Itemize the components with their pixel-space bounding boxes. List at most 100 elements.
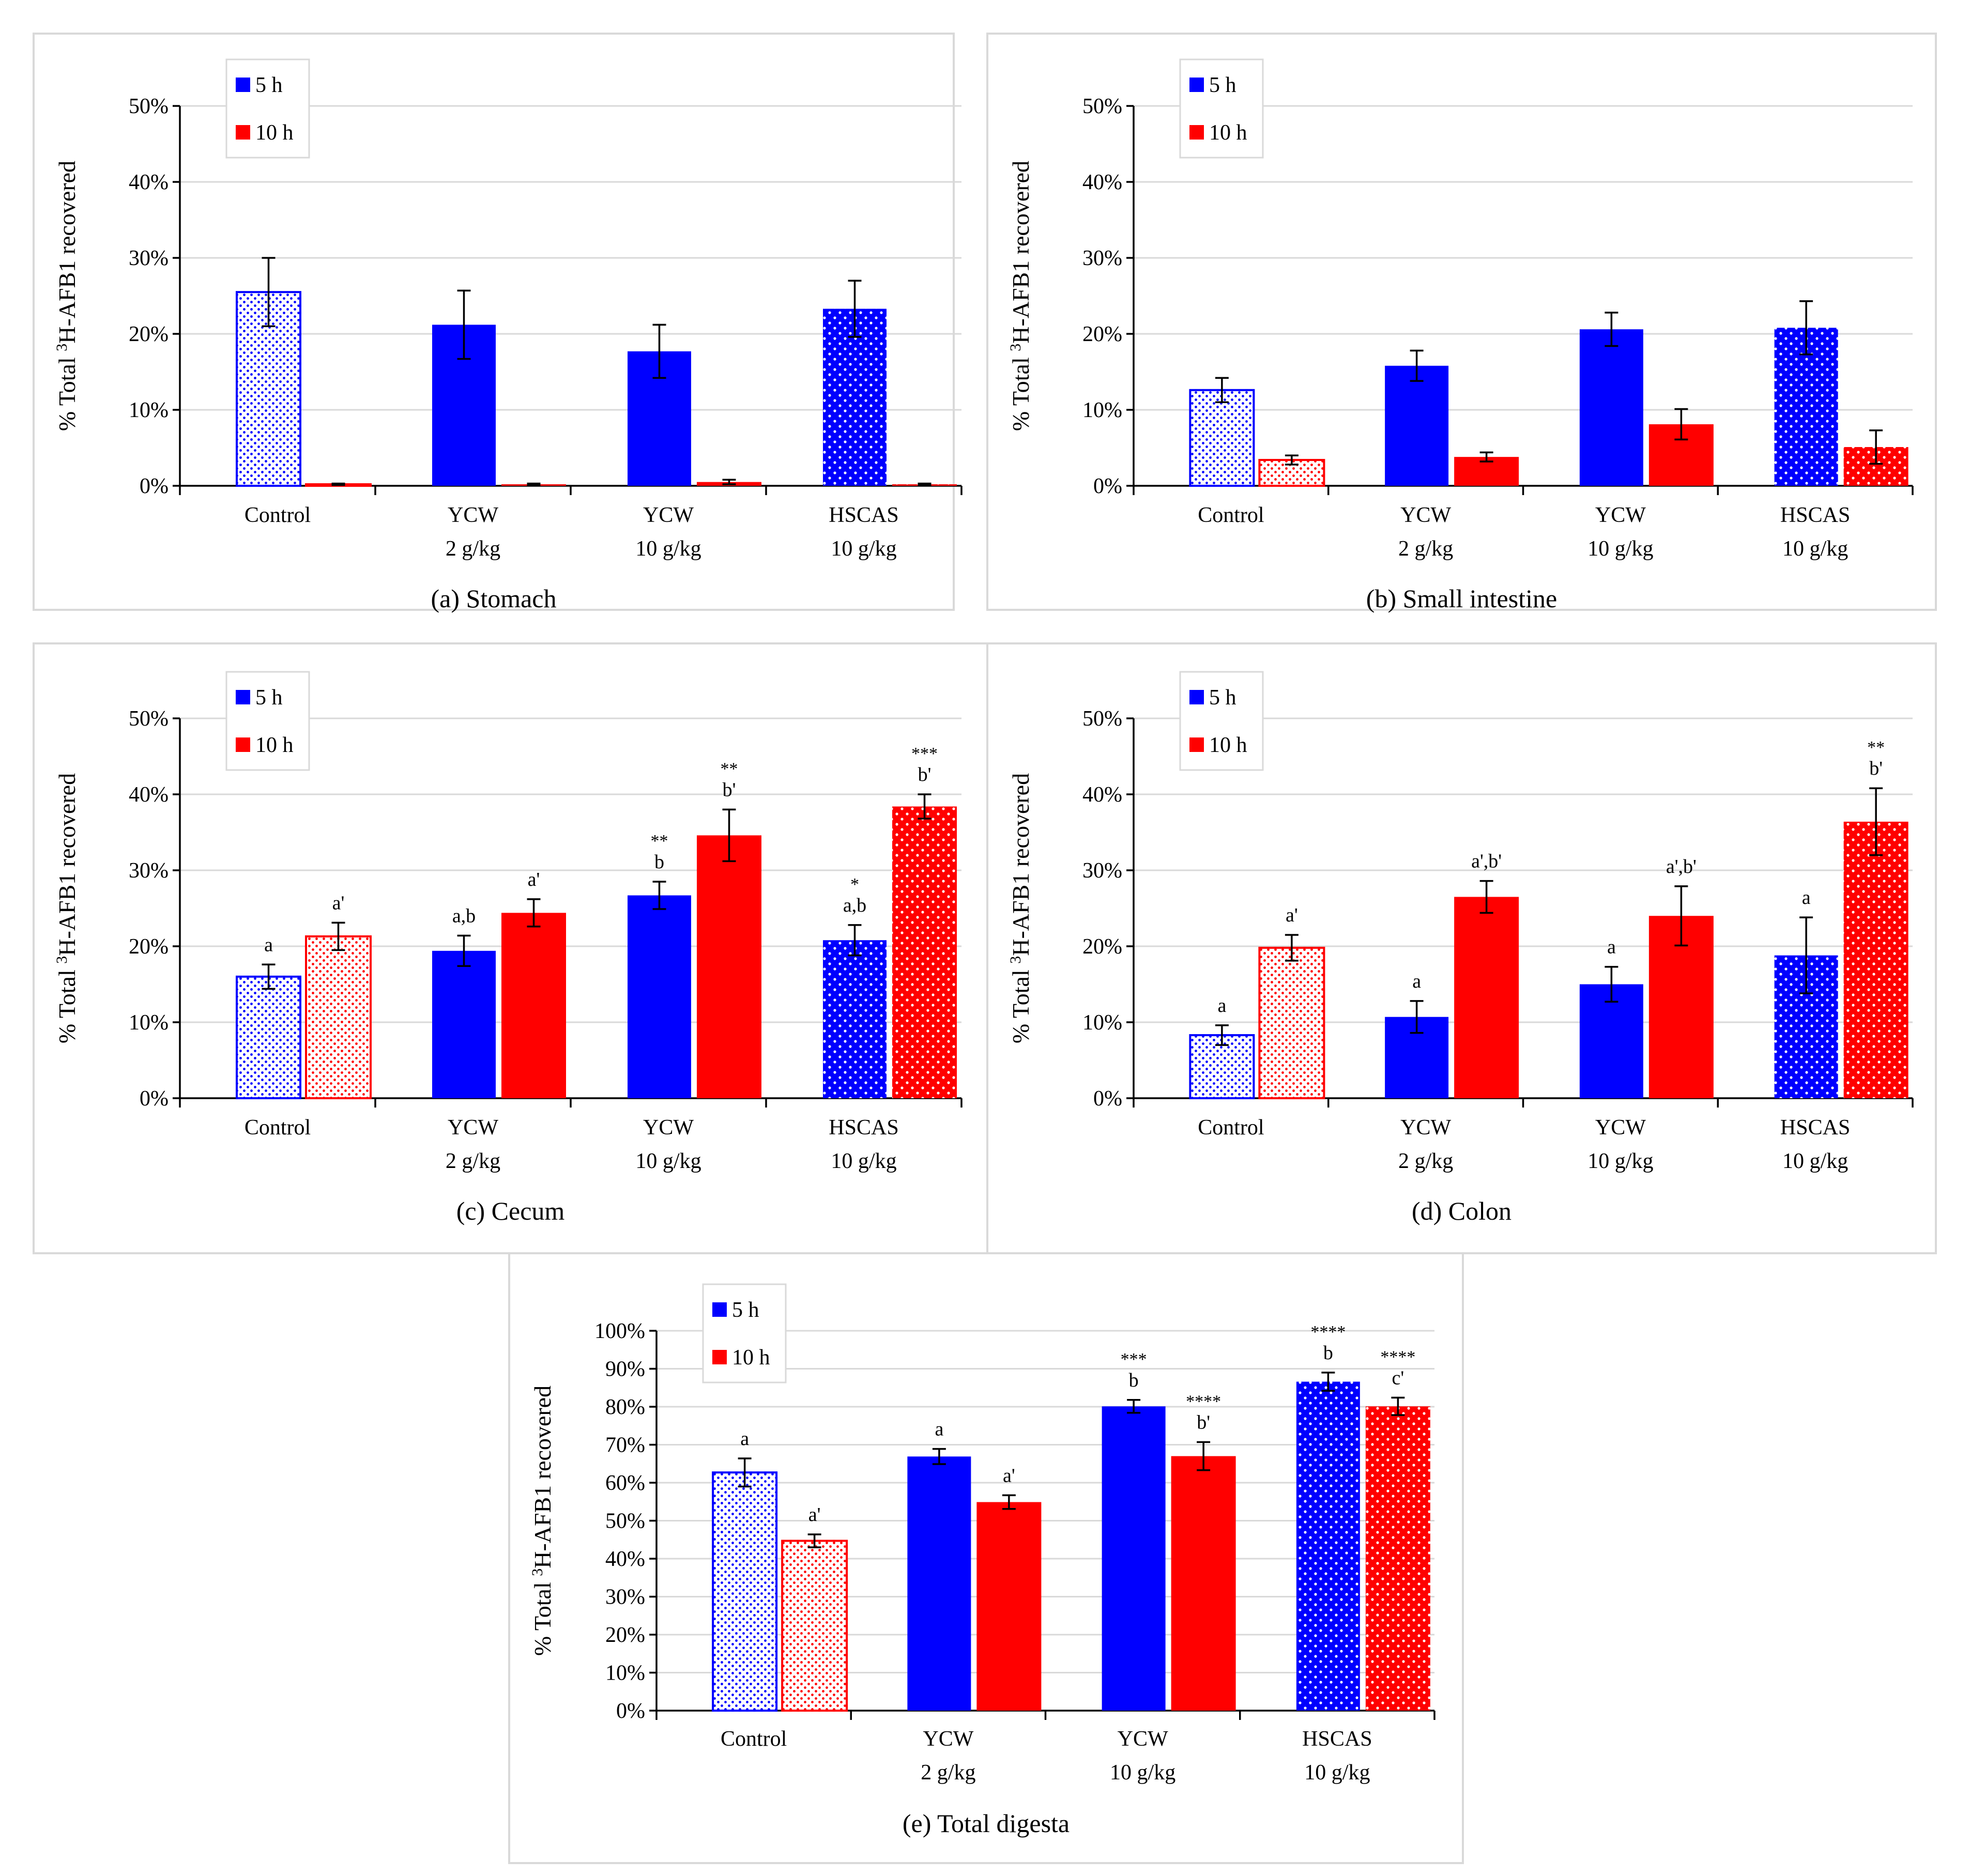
y-tick-label: 50% (129, 95, 169, 118)
y-tick-label: 70% (605, 1434, 645, 1457)
y-tick-label: 0% (616, 1699, 645, 1723)
category-label: 2 g/kg (446, 537, 500, 561)
significance-letter: a,b (452, 905, 476, 927)
y-tick-label: 40% (129, 171, 169, 194)
chart-panel-3: 0% 10% 20% 30% 40% 50% % Total 3H-AFB1 recover… (33, 642, 988, 1254)
significance-stars: * (850, 875, 859, 894)
bar-5h (1579, 984, 1643, 1098)
category-label: YCW (923, 1727, 973, 1751)
category-label: HSCAS (829, 503, 898, 527)
legend-label-5h: 5 h (732, 1298, 759, 1322)
legend-swatch-10h (712, 1350, 727, 1364)
panel-caption: (e) Total digesta (903, 1809, 1070, 1838)
legend-swatch-5h (236, 690, 250, 704)
category-label: YCW (643, 1116, 694, 1140)
y-tick-label: 30% (129, 247, 169, 270)
bar-5h (1189, 389, 1255, 487)
y-tick-label: 20% (129, 935, 169, 959)
y-tick-label: 50% (605, 1510, 645, 1533)
y-axis-label: % Total 3H-AFB1 recovered (1007, 773, 1034, 1043)
legend-swatch-5h (712, 1302, 727, 1317)
bar-10h (1843, 821, 1908, 1098)
y-tick-label: 30% (605, 1586, 645, 1609)
significance-letter: a (264, 934, 273, 956)
category-label: YCW (1595, 503, 1646, 527)
significance-letter: a (935, 1419, 943, 1440)
significance-letter: b (1323, 1342, 1333, 1364)
legend-swatch-10h (236, 125, 250, 140)
category-label: 10 g/kg (1587, 1149, 1653, 1173)
y-tick-label: 10% (1082, 398, 1122, 422)
significance-letter: a' (1286, 904, 1298, 926)
chart-panel-2: 0% 10% 20% 30% 40% 50% % Total 3H-AFB1 recover… (986, 33, 1937, 613)
y-tick-label: 40% (1082, 171, 1122, 194)
y-axis-label: % Total 3H-AFB1 recovered (1007, 161, 1034, 431)
significance-letter: a (1412, 971, 1421, 992)
y-tick-label: 0% (1093, 474, 1122, 498)
category-label: YCW (1400, 503, 1451, 527)
legend-box (702, 1283, 787, 1383)
legend-label-10h: 10 h (1209, 733, 1247, 757)
significance-stars: **** (1310, 1323, 1346, 1342)
y-tick-label: 10% (129, 398, 169, 422)
significance-stars: ** (1867, 738, 1885, 757)
bar-5h (628, 895, 691, 1098)
category-label: Control (245, 503, 311, 527)
panel-frame (33, 33, 955, 611)
y-tick-label: 10% (1082, 1011, 1122, 1035)
significance-letter: a' (1003, 1465, 1015, 1486)
panel-frame (986, 33, 1937, 611)
category-label: HSCAS (1780, 503, 1850, 527)
category-label: Control (1198, 1116, 1264, 1140)
panel-caption: (d) Colon (1412, 1196, 1511, 1225)
y-tick-label: 50% (1082, 707, 1122, 731)
category-label: 2 g/kg (446, 1149, 500, 1173)
significance-letter: b (654, 851, 664, 873)
legend-swatch-5h (1189, 78, 1204, 92)
legend-box (1179, 58, 1264, 159)
category-label: 10 g/kg (1304, 1761, 1370, 1785)
bar-10h (305, 935, 372, 1099)
category-label: 10 g/kg (831, 1149, 896, 1173)
significance-letter: b' (918, 764, 931, 786)
significance-letter: a',b' (1666, 856, 1697, 878)
chart-panel-1: 0% 10% 20% 30% 40% 50% % Total 3H-AFB1 recover… (33, 33, 963, 613)
significance-stars: *** (911, 744, 938, 763)
category-label: 10 g/kg (1587, 537, 1653, 561)
significance-stars: **** (1186, 1392, 1221, 1411)
significance-letter: a,b (843, 895, 866, 916)
legend-label-10h: 10 h (1209, 121, 1247, 145)
bar-5h (823, 309, 887, 486)
category-label: YCW (1118, 1727, 1168, 1751)
legend-label-5h: 5 h (1209, 686, 1236, 710)
chart-panel-4: 0% 10% 20% 30% 40% 50% % Total 3H-AFB1 recover… (986, 642, 1937, 1254)
category-label: Control (1198, 503, 1264, 527)
bar-5h (1385, 365, 1449, 486)
significance-letter: a (740, 1428, 749, 1450)
legend-swatch-10h (1189, 125, 1204, 140)
legend-box (225, 671, 310, 771)
y-tick-label: 50% (129, 707, 169, 731)
y-tick-label: 0% (140, 474, 169, 498)
category-label: YCW (448, 1116, 498, 1140)
significance-stars: ** (721, 759, 738, 778)
bar-5h (1579, 329, 1643, 486)
y-tick-label: 20% (129, 322, 169, 346)
category-label: Control (721, 1727, 787, 1751)
bar-10h (1258, 946, 1325, 1099)
y-tick-label: 0% (140, 1087, 169, 1111)
significance-letter: c' (1392, 1367, 1404, 1389)
category-label: HSCAS (1780, 1116, 1850, 1140)
y-tick-label: 10% (129, 1011, 169, 1035)
significance-letter: a' (808, 1504, 821, 1526)
bar-10h (1454, 897, 1519, 1098)
category-label: 2 g/kg (1398, 1149, 1453, 1173)
chart-panel-5: 0% 10% 20% 30% 40% 50% 60% 70% 80% 90% 100% % Total… (508, 1252, 1464, 1864)
y-tick-label: 80% (605, 1395, 645, 1419)
category-label: YCW (1595, 1116, 1646, 1140)
significance-letter: a (1217, 995, 1226, 1017)
category-label: 10 g/kg (635, 537, 701, 561)
significance-letter: a' (332, 892, 345, 914)
category-label: HSCAS (829, 1116, 898, 1140)
